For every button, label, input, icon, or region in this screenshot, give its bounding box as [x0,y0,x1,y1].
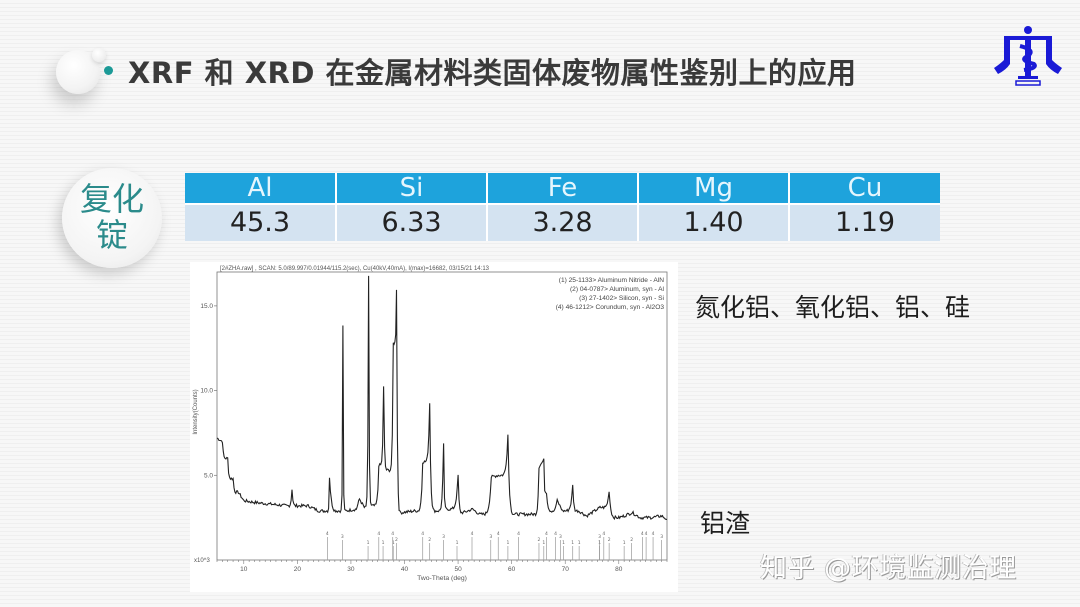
xrd-x-tick-label: 10 [240,566,248,573]
xrd-y-tick-label: 15.0 [200,303,213,310]
svg-text:4: 4 [421,531,424,537]
title-decoration-bubble-small [92,48,106,62]
svg-text:4: 4 [641,531,644,537]
sample-type-text: 铝渣 [700,509,751,538]
svg-text:4: 4 [602,531,605,537]
xrd-phase-markers: 11111111111222223333334444444444444 [326,531,663,560]
svg-text:4: 4 [554,531,557,537]
xrd-y-tick-label: 5.0 [204,472,213,479]
xrf-cell-value: 45.3 [185,204,337,241]
svg-text:1: 1 [392,540,395,546]
xrf-col-header: Cu [789,173,940,205]
svg-text:1: 1 [578,540,581,546]
xrf-table-header-row: Al Si Fe Mg Cu [185,173,940,205]
xrd-legend-item: (4) 46-1212> Corundum, syn - Al2O3 [556,304,665,311]
xrd-chart-plot: [2#ZHA.raw] , SCAN: 5.0/89.997/0.01944/1… [193,266,668,582]
identified-phases-text: 氮化铝、氧化铝、铝、硅 [695,293,971,322]
svg-text:1: 1 [456,540,459,546]
xrf-col-header: Fe [487,173,639,205]
svg-text:3: 3 [559,534,562,540]
svg-text:4: 4 [645,531,648,537]
svg-text:1: 1 [542,540,545,546]
xrd-y-multiplier: x10^3 [194,558,210,564]
svg-text:4: 4 [545,531,548,537]
xrd-x-tick-label: 70 [562,566,570,573]
xrd-y-tick-label: 10.0 [200,388,213,395]
xrd-x-tick-label: 80 [615,566,623,573]
xrd-x-axis: 10 20 30 40 50 60 70 80 [216,560,668,573]
title-bullet-dot-icon [104,66,113,75]
xrd-chart: [2#ZHA.raw] , SCAN: 5.0/89.997/0.01944/1… [190,262,678,592]
xrd-x-tick-label: 40 [401,566,409,573]
svg-text:2: 2 [630,537,633,543]
scales-caduceus-logo-icon [994,26,1062,86]
svg-text:4: 4 [652,531,655,537]
svg-text:3: 3 [489,534,492,540]
svg-text:2: 2 [608,537,611,543]
xrf-cell-value: 1.19 [789,204,940,241]
page-title: XRF 和 XRD 在金属材料类固体废物属性鉴别上的应用 [128,56,857,90]
sample-badge: 复化 锭 [62,168,162,268]
xrf-composition-table: Al Si Fe Mg Cu 45.3 6.33 3.28 1.40 1.19 [185,173,940,241]
xrd-y-axis: 5.0 10.0 15.0 [200,303,217,479]
svg-text:3: 3 [598,534,601,540]
xrf-table-value-row: 45.3 6.33 3.28 1.40 1.19 [185,204,940,241]
xrf-cell-value: 3.28 [487,204,639,241]
svg-text:1: 1 [506,540,509,546]
xrf-col-header: Mg [638,173,790,205]
svg-text:1: 1 [623,540,626,546]
svg-text:1: 1 [562,540,565,546]
xrd-y-axis-label: Intensity(Counts) [193,389,199,434]
xrd-plot-frame [216,271,668,561]
svg-text:4: 4 [391,531,394,537]
xrd-legend: (1) 25-1133> Aluminum Nitride - AlN (2) … [556,277,665,311]
svg-text:1: 1 [571,540,574,546]
svg-text:3: 3 [341,534,344,540]
svg-text:3: 3 [660,534,663,540]
xrd-x-tick-label: 30 [347,566,355,573]
xrd-x-tick-label: 50 [454,566,462,573]
svg-text:1: 1 [382,540,385,546]
svg-text:4: 4 [497,531,500,537]
xrf-col-header: Al [185,173,337,205]
svg-text:4: 4 [326,531,329,537]
xrd-legend-item: (3) 27-1402> Silicon, syn - Si [579,295,664,302]
xrf-cell-value: 1.40 [638,204,790,241]
sample-badge-line1: 复化 [79,180,144,219]
xrd-pattern-line [216,275,668,521]
xrf-col-header: Si [336,173,488,205]
svg-text:4: 4 [377,531,380,537]
xrf-cell-value: 6.33 [336,204,488,241]
svg-text:3: 3 [442,534,445,540]
xrd-legend-item: (2) 04-0787> Aluminum, syn - Al [570,286,665,293]
watermark-text: 知乎 @环境监测治理 [760,553,1017,584]
xrd-scan-header: [2#ZHA.raw] , SCAN: 5.0/89.997/0.01944/1… [220,266,490,272]
svg-text:2: 2 [538,537,541,543]
xrd-legend-item: (1) 25-1133> Aluminum Nitride - AlN [559,277,664,284]
svg-text:1: 1 [367,540,370,546]
svg-text:4: 4 [517,531,520,537]
sample-badge-line2: 锭 [95,216,128,254]
svg-text:4: 4 [471,531,474,537]
svg-text:2: 2 [428,537,431,543]
xrd-x-tick-label: 20 [294,566,302,573]
svg-text:2: 2 [395,537,398,543]
xrd-x-tick-label: 60 [508,566,516,573]
xrd-x-axis-label: Two-Theta (deg) [417,575,467,582]
